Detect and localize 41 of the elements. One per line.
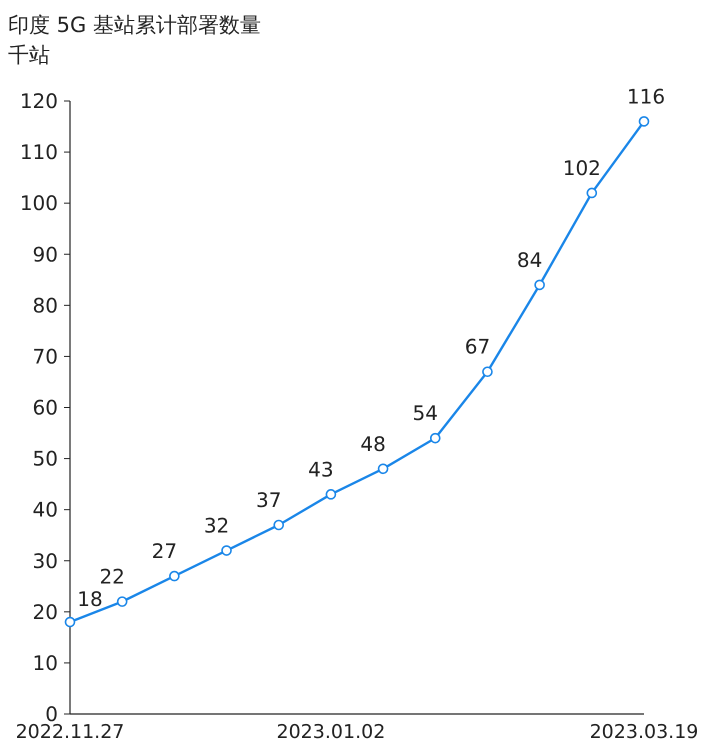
- y-tick-label: 110: [20, 140, 58, 164]
- y-tick-label: 10: [32, 650, 58, 675]
- y-tick-label: 80: [32, 293, 58, 318]
- y-tick-label: 70: [32, 344, 58, 368]
- data-label: 67: [464, 334, 490, 359]
- data-label: 102: [562, 156, 601, 180]
- point: [638, 116, 650, 127]
- point: [482, 366, 493, 378]
- point: [169, 570, 180, 582]
- data-label: 54: [412, 401, 438, 426]
- data-label: 37: [256, 488, 282, 512]
- data-label: 48: [360, 432, 386, 456]
- point: [221, 545, 232, 556]
- point: [116, 596, 128, 607]
- y-tick-label: 60: [32, 396, 58, 420]
- point: [534, 280, 545, 290]
- point: [326, 489, 336, 500]
- data-label: 27: [152, 539, 178, 564]
- y-axis-title: 千站: [8, 43, 50, 67]
- y-tick-label: 20: [32, 600, 58, 624]
- point: [430, 432, 441, 444]
- data-label: 22: [99, 564, 125, 589]
- data-label: 84: [516, 248, 542, 272]
- x-tick-label: 2022.11.27: [16, 721, 124, 743]
- chart-title: 印度 5G 基站累计部署数量: [8, 13, 261, 37]
- data-label: 18: [77, 587, 103, 612]
- y-tick-label: 50: [32, 446, 58, 471]
- x-tick-label: 2023.03.19: [590, 721, 698, 743]
- y-tick-label: 100: [20, 191, 58, 216]
- y-tick-label: 40: [32, 498, 58, 522]
- point: [273, 520, 284, 530]
- point: [64, 616, 76, 628]
- y-tick-label: 30: [32, 548, 58, 573]
- y-tick-label: 90: [32, 242, 58, 266]
- data-label: 43: [308, 457, 334, 482]
- data-label: 116: [626, 84, 666, 108]
- y-tick-label: 120: [20, 89, 58, 113]
- x-tick-label: 2023.01.02: [276, 721, 386, 743]
- data-label: 32: [204, 514, 230, 538]
- point: [586, 188, 598, 198]
- point: [378, 464, 388, 474]
